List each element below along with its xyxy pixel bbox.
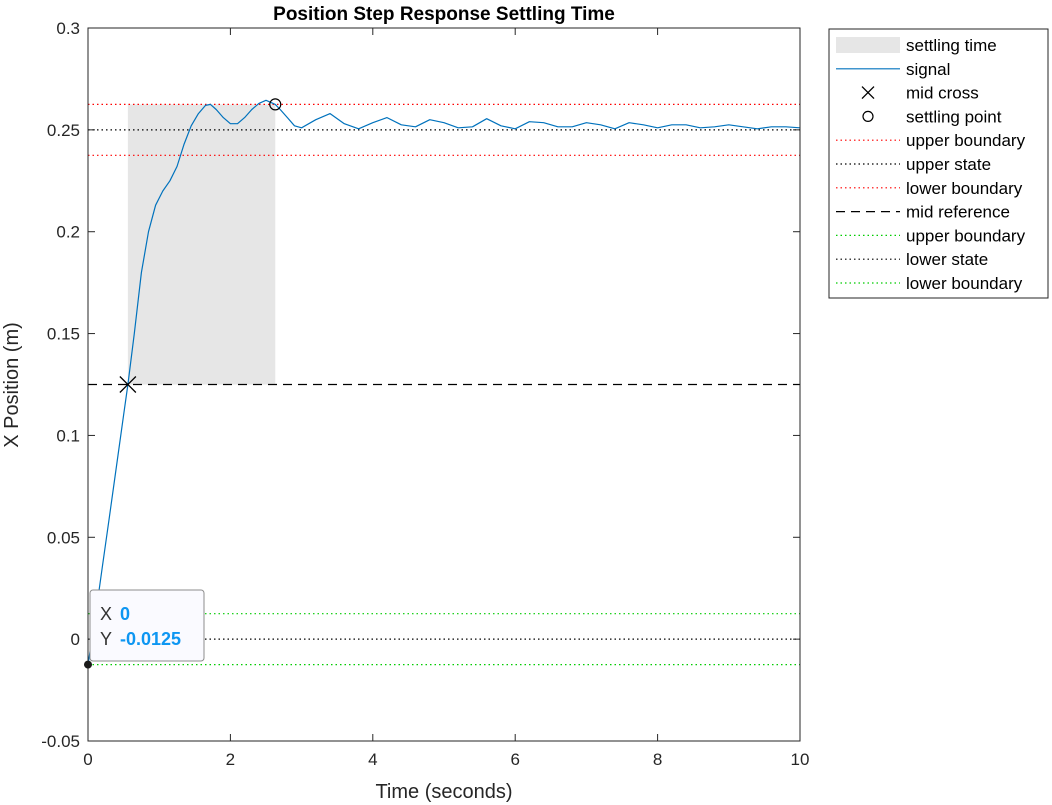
chart-title: Position Step Response Settling Time (273, 4, 615, 25)
legend-label-9: lower state (906, 250, 988, 269)
legend-entry-4: upper boundary (836, 131, 1026, 150)
y-tick-label-2: 0.05 (47, 528, 80, 547)
datatip-y-label: Y (100, 629, 112, 649)
legend-label-5: upper state (906, 155, 991, 174)
settling-time-region (127, 104, 276, 385)
legend-entry-6: lower boundary (836, 179, 1023, 198)
datatip-x-label: X (100, 604, 112, 624)
legend-swatch-0 (836, 37, 900, 53)
legend-entry-7: mid reference (836, 203, 1010, 222)
legend-entry-5: upper state (836, 155, 991, 174)
x-tick-label-3: 6 (510, 750, 519, 769)
legend-label-6: lower boundary (906, 179, 1023, 198)
y-tick-label-0: -0.05 (41, 732, 80, 751)
y-tick-label-3: 0.1 (56, 426, 80, 445)
y-tick-label-5: 0.2 (56, 223, 80, 242)
legend-label-7: mid reference (906, 203, 1010, 222)
mid-cross-stroke-b (119, 376, 137, 393)
legend-swatch-b-2 (861, 86, 875, 100)
legend-label-2: mid cross (906, 84, 979, 103)
axes-box (87, 27, 801, 742)
y-tick-label-1: 0 (71, 630, 80, 649)
legend-entry-10: lower boundary (836, 274, 1023, 293)
x-tick-label-4: 8 (653, 750, 662, 769)
legend-entry-8: upper boundary (836, 226, 1026, 245)
legend-box (828, 28, 1049, 299)
x-axis-label: Time (seconds) (375, 781, 512, 803)
legend-entry-0: settling time (836, 36, 997, 55)
y-tick-label-4: 0.15 (47, 325, 80, 344)
settling-point-marker (269, 98, 282, 111)
y-tick-label-7: 0.3 (56, 19, 80, 38)
legend-label-3: settling point (906, 107, 1002, 126)
x-tick-label-0: 0 (83, 750, 92, 769)
datatip-x-value: 0 (120, 604, 130, 624)
mid-cross-marker (119, 376, 137, 393)
legend-label-8: upper boundary (906, 226, 1026, 245)
datatip-point (84, 660, 92, 669)
legend-entry-3: settling point (862, 107, 1002, 126)
y-axis-label: X Position (m) (1, 322, 23, 448)
y-tick-label-6: 0.25 (47, 121, 80, 140)
datatip-box: X 0Y -0.0125 (89, 589, 205, 662)
legend-label-1: signal (906, 60, 950, 79)
datatip-y-value: -0.0125 (120, 629, 181, 649)
legend-entry-9: lower state (836, 250, 988, 269)
x-tick-label-5: 10 (791, 750, 810, 769)
x-tick-label-1: 2 (226, 750, 235, 769)
legend-swatch-3 (862, 110, 874, 123)
signal-line-0 (87, 99, 801, 665)
legend-label-10: lower boundary (906, 274, 1023, 293)
legend-entry-1: signal (836, 60, 950, 79)
legend: settling time signal mid cross settling poi… (828, 28, 1049, 299)
legend-entry-2: mid cross (861, 84, 979, 103)
legend-label-0: settling time (906, 36, 997, 55)
datatip-background (89, 589, 205, 662)
x-tick-label-2: 4 (368, 750, 377, 769)
legend-label-4: upper boundary (906, 131, 1026, 150)
